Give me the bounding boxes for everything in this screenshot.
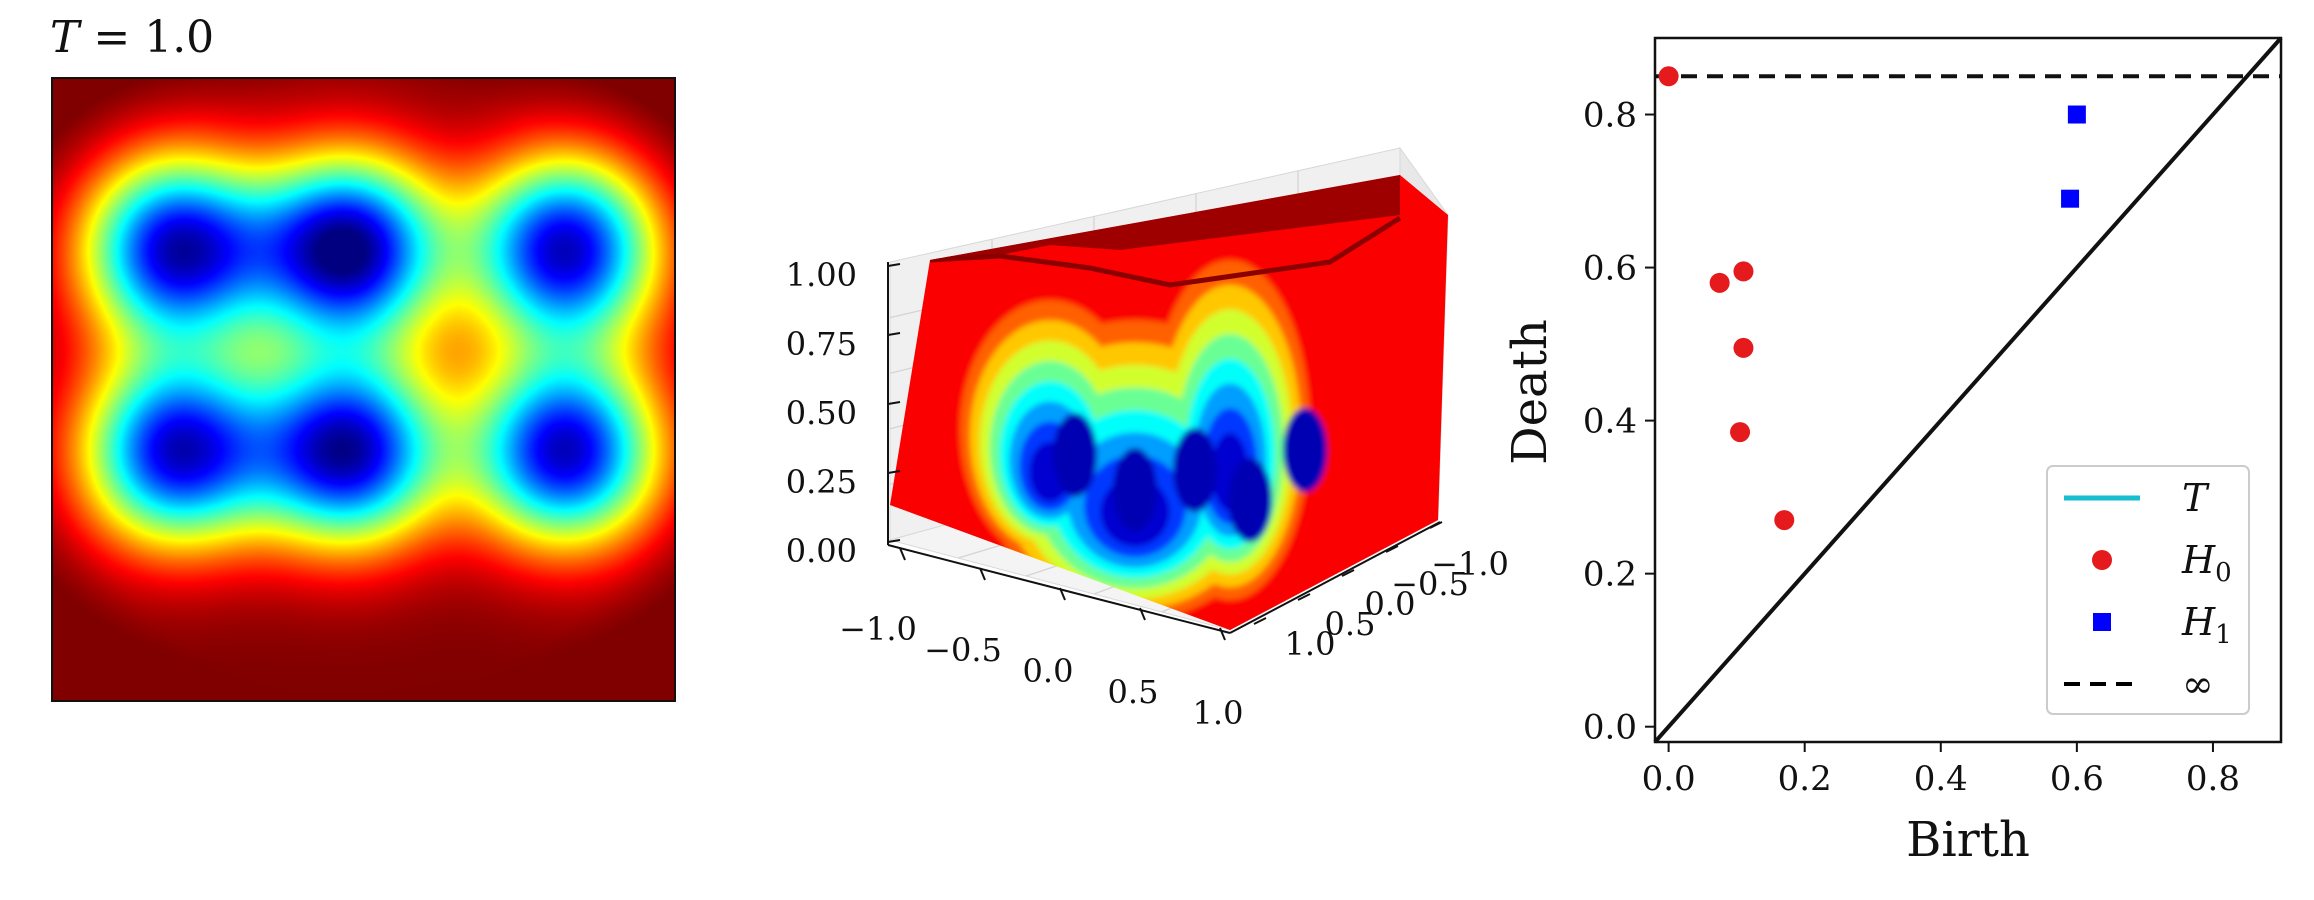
pd-y-tick-label: 0.2 bbox=[1583, 555, 1637, 595]
heatmap-title: T = 1.0 bbox=[50, 12, 214, 63]
pd-point-h0 bbox=[1658, 66, 1679, 87]
heatmap-title-var: T bbox=[50, 12, 83, 63]
surface-x-tick-label: 1.0 bbox=[1193, 694, 1244, 732]
heatmap-panel: T = 1.0 bbox=[50, 12, 676, 702]
pd-point-h0 bbox=[1730, 422, 1751, 443]
pd-x-tick-label: 0.2 bbox=[1778, 759, 1832, 799]
surface-z-tick-label: 0.25 bbox=[786, 463, 857, 501]
surface-y-tick-label: 0.5 bbox=[1325, 605, 1376, 643]
pd-x-tick-label: 0.8 bbox=[2186, 759, 2240, 799]
heatmap-frame bbox=[51, 77, 676, 702]
surface-panel: 0.000.250.500.751.00−1.0−0.50.00.51.0−1.… bbox=[786, 146, 1509, 732]
surface-x-tick-label: −1.0 bbox=[839, 610, 917, 648]
surface-plot bbox=[890, 175, 1448, 630]
pd-point-h0 bbox=[1774, 510, 1795, 531]
pd-xlabel: Birth bbox=[1906, 812, 2030, 868]
pd-marks bbox=[1653, 36, 2283, 744]
heatmap-image bbox=[52, 78, 675, 701]
pd-legend-label: H0 bbox=[2181, 538, 2232, 588]
pd-y-tick-label: 0.8 bbox=[1583, 96, 1637, 136]
pd-legend-label: H1 bbox=[2181, 600, 2232, 650]
surface-y-tick-label: −1.0 bbox=[1431, 545, 1509, 583]
surface-z-tick-label: 0.75 bbox=[786, 325, 857, 363]
pd-point-h0 bbox=[1709, 272, 1730, 293]
pd-x-tick-label: 0.4 bbox=[1914, 759, 1968, 799]
pd-point-h1 bbox=[2061, 189, 2080, 208]
pd-y-tick-label: 0.4 bbox=[1583, 402, 1637, 442]
pd-ylabel: Death bbox=[1502, 319, 1558, 465]
surface-y-tick-label: −0.5 bbox=[1391, 565, 1469, 603]
surface-x-axis bbox=[887, 544, 1231, 634]
pd-diagonal bbox=[1653, 36, 2283, 744]
pd-frame bbox=[1653, 36, 2283, 744]
surface-y-tick-label: 1.0 bbox=[1285, 625, 1336, 663]
pd-legend-box bbox=[2046, 465, 2250, 715]
pd-legend-label: T bbox=[2182, 476, 2210, 520]
surface-axes: 0.000.250.500.751.00−1.0−0.50.00.51.0−1.… bbox=[786, 256, 1509, 732]
pd-legend-label: ∞ bbox=[2182, 662, 2214, 706]
heatmap-title-eq: = bbox=[79, 12, 144, 63]
heatmap-title-value: 1.0 bbox=[144, 12, 214, 63]
pd-legend-handle-h1 bbox=[2093, 613, 2111, 631]
surface-z-tick-label: 1.00 bbox=[786, 256, 857, 294]
surface-x-tick-label: 0.5 bbox=[1108, 673, 1159, 711]
pd-x-tick-label: 0.0 bbox=[1642, 759, 1696, 799]
pd-point-h1 bbox=[2067, 105, 2086, 124]
surface-x-tick-label: −0.5 bbox=[924, 631, 1002, 669]
surface-y-axis bbox=[1229, 521, 1441, 634]
pd-y-tick-label: 0.6 bbox=[1583, 249, 1637, 289]
pd-point-h0 bbox=[1733, 337, 1754, 358]
surface-z-tick-label: 0.00 bbox=[786, 532, 857, 570]
pd-y-tick-label: 0.0 bbox=[1583, 708, 1637, 748]
pd-legend-handle-h0 bbox=[2092, 550, 2112, 570]
pd-x-tick-label: 0.6 bbox=[2050, 759, 2104, 799]
pd-axes: 0.0 0.2 0.4 0.6 0.8 0.0 0.2 0.4 0.6 0.8 bbox=[1583, 36, 2283, 799]
pd-point-h0 bbox=[1733, 261, 1754, 282]
persistence-diagram: 0.0 0.2 0.4 0.6 0.8 0.0 0.2 0.4 0.6 0.8 T H0 H1 ∞ Bi… bbox=[1502, 36, 2283, 868]
surface-z-tick-label: 0.50 bbox=[786, 394, 857, 432]
pd-legend: T H0 H1 ∞ bbox=[2046, 465, 2250, 715]
surface-y-tick-label: 0.0 bbox=[1365, 585, 1416, 623]
surface-x-tick-label: 0.0 bbox=[1023, 652, 1074, 690]
